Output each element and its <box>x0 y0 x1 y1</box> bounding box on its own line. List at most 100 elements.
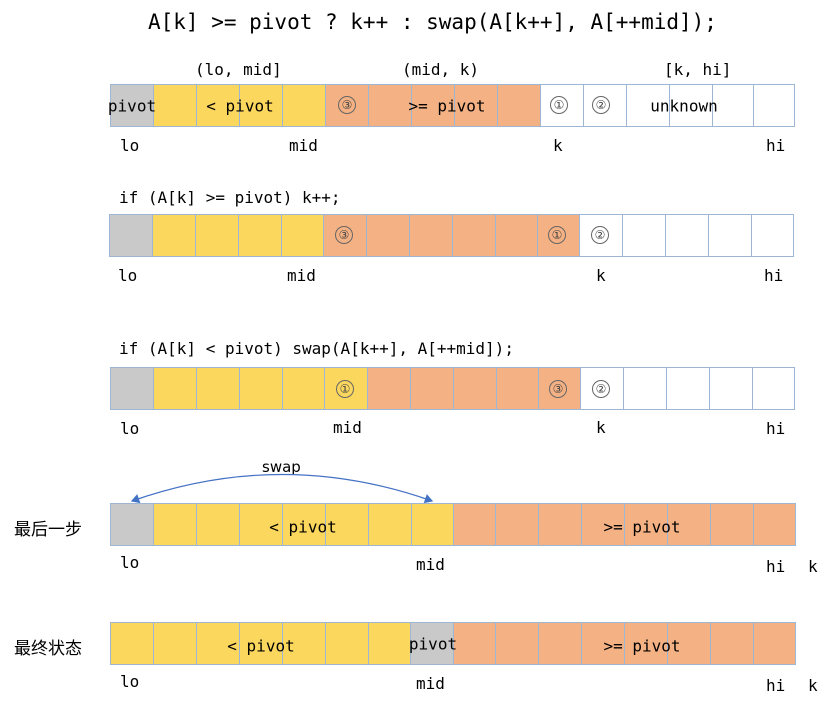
marker-3: ③ <box>338 96 356 114</box>
index-label-mid: mid <box>416 674 445 693</box>
index-label-mid: mid <box>289 136 318 155</box>
index-label-hi: hi <box>766 419 786 438</box>
array-cell <box>753 503 796 546</box>
array-cell <box>626 84 670 127</box>
array-cell <box>367 367 411 410</box>
side-label-final-state: 最终状态 <box>14 639 82 659</box>
array-cell <box>110 503 154 546</box>
index-label-mid: mid <box>287 266 316 285</box>
cell-label-less-pivot: < pivot <box>269 517 337 537</box>
array-cell <box>453 622 496 665</box>
marker-2: ② <box>592 380 610 398</box>
cell-label-less-pivot: < pivot <box>227 636 295 656</box>
array-cell <box>366 214 410 257</box>
array-cell <box>239 367 283 410</box>
array-cell <box>712 84 754 127</box>
array-cell <box>452 214 496 257</box>
array-cell <box>708 214 752 257</box>
array-cell <box>152 214 196 257</box>
array-cell <box>453 503 496 546</box>
array-cell <box>109 214 153 257</box>
cell-label-unknown: unknown <box>650 96 718 116</box>
cell-label-pivot: pivot <box>408 634 458 654</box>
marker-3: ③ <box>549 380 567 398</box>
index-label-hi: hi <box>766 676 786 695</box>
array-cell <box>110 84 154 127</box>
index-label-k: k <box>553 136 563 155</box>
range-label-k-hi: [k, hi] <box>664 60 732 79</box>
array-cell <box>710 503 754 546</box>
index-label-hi: hi <box>766 557 786 576</box>
array-cell <box>709 367 753 410</box>
array-cell <box>282 367 325 410</box>
array-cell <box>411 84 455 127</box>
cell-label-ge-pivot: >= pivot <box>603 636 681 656</box>
array-cell <box>325 622 369 665</box>
index-label-hi: hi <box>764 266 784 285</box>
array-cell <box>753 622 796 665</box>
array-cell <box>410 367 454 410</box>
array-cell <box>196 622 240 665</box>
array-cell <box>153 503 197 546</box>
array-cell <box>666 367 710 410</box>
swap-label: swap <box>262 458 301 476</box>
array-cell <box>153 367 197 410</box>
array-cell <box>368 622 411 665</box>
array-cell <box>153 84 197 127</box>
array-cell <box>368 503 412 546</box>
index-label-lo: lo <box>120 136 140 155</box>
array-cell <box>282 622 326 665</box>
marker-3: ③ <box>335 226 353 244</box>
index-label-mid: mid <box>416 555 445 574</box>
array-cell <box>495 622 539 665</box>
marker-2: ② <box>591 226 609 244</box>
array-cell <box>110 367 154 410</box>
marker-1: ① <box>336 380 354 398</box>
side-label-last-step: 最后一步 <box>14 520 82 540</box>
array-cell <box>153 622 197 665</box>
caption-lt-case: if (A[k] < pivot) swap(A[k++], A[++mid])… <box>119 339 514 358</box>
array-cell <box>538 622 582 665</box>
array-cell <box>196 367 240 410</box>
array-cell <box>752 367 795 410</box>
cell-label-ge-pivot: >= pivot <box>408 96 486 116</box>
caption-ge-case: if (A[k] >= pivot) k++; <box>119 188 341 207</box>
array-cell <box>623 367 667 410</box>
array-cell <box>282 503 326 546</box>
array-cell <box>669 84 713 127</box>
index-label-lo: lo <box>120 553 140 572</box>
index-label-hi: hi <box>766 136 786 155</box>
array-cell <box>496 367 539 410</box>
array-cell <box>410 622 454 665</box>
array-cell <box>667 503 711 546</box>
array-cell <box>325 503 369 546</box>
array-cell <box>368 84 412 127</box>
index-label-mid: mid <box>333 418 362 437</box>
array-cell <box>281 214 324 257</box>
array-cell <box>411 503 454 546</box>
index-label-lo: lo <box>120 419 140 438</box>
array-cell <box>624 622 668 665</box>
index-label-k: k <box>596 418 606 437</box>
range-label-lo-mid: (lo, mid] <box>195 60 282 79</box>
cell-label-less-pivot: < pivot <box>206 96 274 116</box>
array-cell <box>196 503 240 546</box>
index-label-lo: lo <box>120 672 140 691</box>
index-label-k: k <box>808 557 818 576</box>
marker-1: ① <box>550 96 568 114</box>
array-cell <box>753 84 795 127</box>
diagram-title: A[k] >= pivot ? k++ : swap(A[k++], A[++m… <box>148 10 717 34</box>
array-cell <box>665 214 709 257</box>
array-cell <box>751 214 794 257</box>
array-cell <box>409 214 453 257</box>
array-cell <box>710 622 754 665</box>
array-cell <box>110 622 154 665</box>
range-label-mid-k: (mid, k) <box>402 60 480 79</box>
array-cell <box>538 503 582 546</box>
index-label-lo: lo <box>118 266 138 285</box>
cell-label-ge-pivot: >= pivot <box>603 517 681 537</box>
cell-label-pivot: pivot <box>107 96 157 116</box>
index-label-k: k <box>808 676 818 695</box>
array-cell <box>495 503 539 546</box>
